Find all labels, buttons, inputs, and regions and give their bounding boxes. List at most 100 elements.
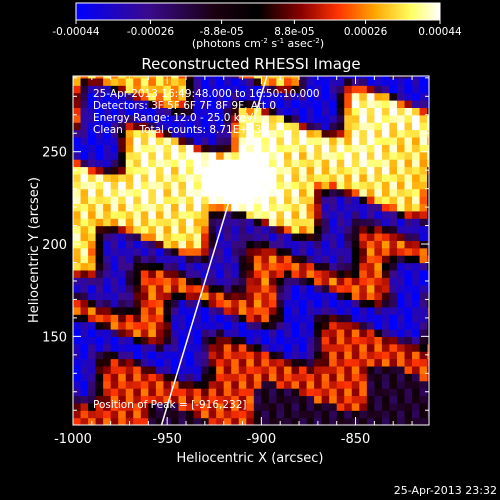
heatmap-cell — [178, 336, 187, 345]
heatmap-cell — [170, 358, 180, 367]
heatmap-cell — [389, 284, 398, 293]
heatmap-cell — [404, 77, 413, 86]
heatmap-cell — [163, 173, 172, 182]
heatmap-cell — [73, 144, 82, 153]
heatmap-cell — [110, 269, 119, 278]
heatmap-cell — [238, 107, 247, 116]
heatmap-cell — [359, 255, 368, 264]
heatmap-cell — [404, 122, 413, 131]
heatmap-cell — [73, 306, 82, 315]
heatmap-cell — [306, 343, 315, 352]
heatmap-cell — [95, 358, 104, 367]
heatmap-cell — [419, 218, 428, 227]
heatmap-cell — [291, 314, 300, 323]
heatmap-cell — [344, 277, 353, 286]
heatmap-cell — [246, 144, 255, 153]
heatmap-cell — [140, 269, 149, 278]
heatmap-cell — [389, 196, 398, 205]
heatmap-cell — [208, 203, 217, 212]
heatmap-cell — [389, 402, 398, 411]
heatmap-cell — [359, 203, 368, 212]
heatmap-cell — [306, 210, 315, 219]
heatmap-cell — [103, 76, 112, 79]
heatmap-cell — [231, 159, 240, 168]
heatmap-cell — [283, 196, 293, 205]
heatmap-cell — [208, 210, 217, 219]
heatmap-cell — [73, 284, 82, 293]
heatmap-cell — [178, 218, 187, 227]
heatmap-cell — [419, 76, 428, 79]
heatmap-cell — [238, 299, 247, 308]
y-tick-label: 150 — [42, 330, 67, 345]
heatmap-cell — [329, 306, 338, 315]
colorbar-tick-label: -0.00044 — [52, 26, 100, 38]
heatmap-cell — [223, 402, 232, 411]
heatmap-cell — [299, 232, 308, 241]
heatmap-cell — [344, 336, 353, 345]
heatmap-cell — [95, 402, 104, 411]
heatmap-cell — [231, 218, 240, 227]
heatmap-cell — [276, 151, 285, 160]
heatmap-cell — [193, 210, 202, 219]
heatmap-cell — [125, 122, 134, 131]
heatmap-cell — [186, 402, 195, 411]
heatmap-cell — [148, 247, 157, 256]
heatmap-cell — [110, 210, 119, 219]
heatmap-cell — [140, 328, 149, 337]
heatmap-cell — [80, 136, 89, 145]
heatmap-cell — [155, 410, 165, 419]
heatmap-cell — [253, 76, 262, 79]
heatmap-cell — [88, 277, 97, 286]
heatmap-cell — [133, 203, 142, 212]
heatmap-cell — [336, 203, 345, 212]
heatmap-cell — [344, 269, 353, 278]
heatmap-cell — [291, 380, 300, 389]
heatmap-cell — [216, 129, 225, 138]
heatmap-cell — [246, 76, 255, 79]
heatmap-cell — [329, 388, 338, 397]
heatmap-cell — [155, 181, 165, 190]
heatmap-cell — [133, 358, 142, 367]
heatmap-cell — [216, 144, 225, 153]
heatmap-cell — [103, 351, 112, 360]
heatmap-cell — [351, 240, 360, 249]
heatmap-cell — [163, 380, 172, 389]
heatmap-cell — [208, 299, 217, 308]
heatmap-cell — [261, 351, 270, 360]
heatmap-cell — [351, 262, 360, 271]
heatmap-cell — [306, 358, 315, 367]
heatmap-cell — [268, 306, 278, 315]
heatmap-cell — [73, 114, 82, 123]
heatmap-cell — [178, 292, 187, 301]
heatmap-cell — [208, 328, 217, 337]
heatmap-cell — [223, 92, 232, 101]
heatmap-cell — [366, 188, 375, 197]
heatmap-cell — [366, 232, 375, 241]
heatmap-cell — [178, 284, 187, 293]
heatmap-cell — [125, 159, 134, 168]
heatmap-cell — [118, 188, 127, 197]
heatmap-cell — [359, 410, 368, 419]
heatmap-cell — [321, 255, 330, 264]
heatmap-cell — [314, 373, 323, 382]
heatmap-cell — [321, 388, 330, 397]
heatmap-cell — [231, 255, 240, 264]
heatmap-cell — [291, 299, 300, 308]
heatmap-cell — [246, 292, 255, 301]
heatmap-cell — [163, 351, 172, 360]
heatmap-cell — [336, 232, 345, 241]
heatmap-cell — [125, 240, 134, 249]
heatmap-cell — [178, 255, 187, 264]
heatmap-cell — [299, 136, 308, 145]
heatmap-cell — [291, 247, 300, 256]
heatmap-cell — [80, 269, 89, 278]
heatmap-cell — [427, 321, 429, 330]
heatmap-cell — [125, 343, 134, 352]
heatmap-cell — [186, 292, 195, 301]
heatmap-cell — [329, 100, 338, 108]
heatmap-cell — [299, 343, 308, 352]
heatmap-cell — [276, 144, 285, 153]
heatmap-cell — [118, 373, 127, 382]
heatmap-cell — [170, 114, 180, 123]
heatmap-cell — [155, 373, 165, 382]
